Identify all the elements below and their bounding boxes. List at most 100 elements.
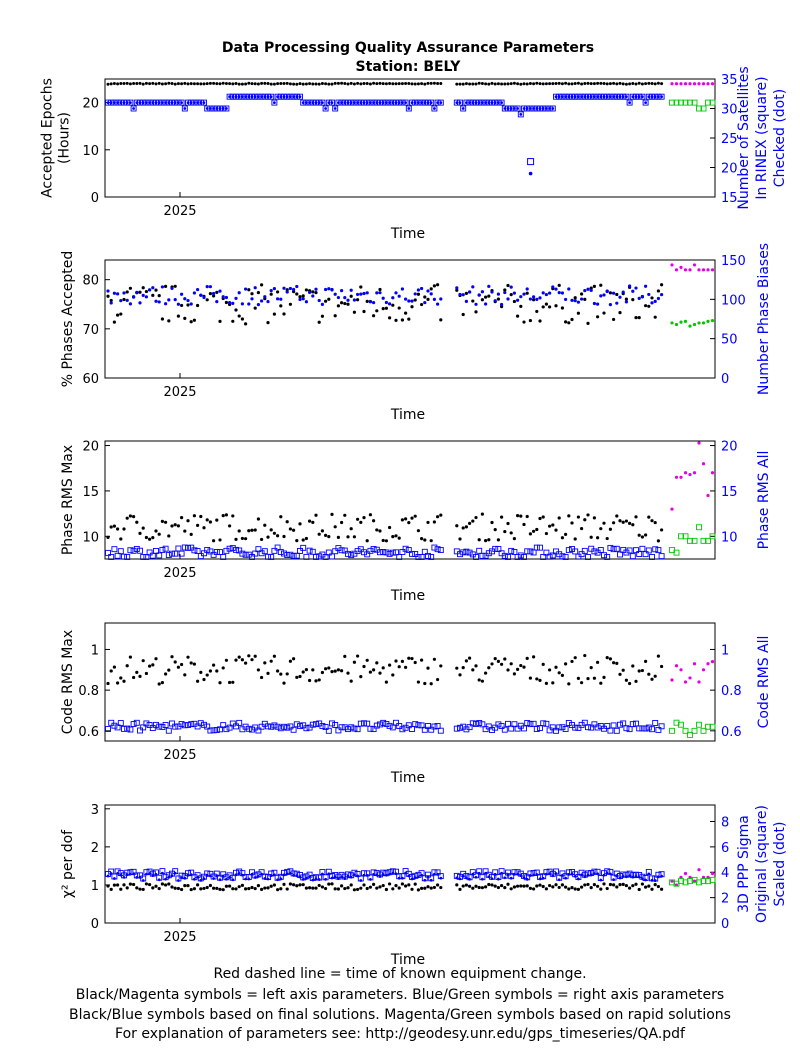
left-dot [381,666,385,670]
left-dot [336,81,340,85]
left-dot [528,676,533,680]
right-square [201,99,207,106]
right-square [457,724,463,731]
right-dot [202,877,206,881]
left-dot [295,675,299,679]
left-dot [183,884,187,888]
left-dot [535,527,539,532]
rapid-left-dot [683,471,688,475]
left-dot [500,662,504,666]
left-dot [413,882,417,886]
right-dot [609,872,612,876]
right-dot [128,302,132,306]
right-dot [481,877,484,881]
right-square [572,724,579,731]
right-dot [564,876,567,880]
right-square [453,725,460,732]
left-dot [615,661,619,666]
left-dot [528,81,532,85]
right-square [626,726,633,733]
left-dot [212,81,216,85]
left-dot [413,82,417,86]
left-dot [170,82,174,86]
right-dot [596,872,599,876]
right-square [133,719,140,726]
left-dot [516,82,520,86]
right-square [421,726,428,733]
left-dot [234,81,238,85]
left-dot [112,320,116,324]
left-dot [468,82,472,86]
right-dot [480,290,484,294]
right-dot [199,293,203,297]
left-dot [384,306,388,310]
left-dot [436,883,440,887]
rapid-left-dot [697,441,701,445]
left-dot [647,884,651,888]
right-dot [247,877,251,881]
left-dot [237,82,241,86]
left-dot [560,536,565,540]
right-dot [394,291,398,295]
right-square [405,722,412,729]
right-square [146,549,153,556]
left-dot [221,513,225,518]
left-dot [496,538,500,542]
left-dot [564,662,568,666]
left-dot [304,886,308,890]
right-square [556,724,563,731]
panel-frame [104,804,716,924]
left-dot [560,306,565,310]
left-dot [173,523,177,527]
right-square [188,721,195,728]
right-square [652,546,659,553]
left-dot [455,883,459,887]
right-dot [468,877,471,881]
left-dot [173,284,177,288]
right-square [313,721,319,728]
right-square [121,553,127,560]
rapid-right-square [700,878,707,885]
left-dot [650,296,654,300]
left-dot [653,883,657,887]
right-square [226,545,233,552]
left-dot [215,82,219,86]
left-dot [189,532,193,536]
right-dot [509,285,513,289]
left-dot [653,315,657,319]
right-dot [116,292,120,296]
right-dot [458,292,462,297]
left-dot [164,520,168,524]
rapid-left-dot [688,268,692,272]
right-dot [532,295,536,299]
left-dot [660,887,664,891]
left-dot [164,883,168,887]
right-dot [237,291,241,295]
left-dot [519,514,523,518]
rapid-left-dot [692,471,697,475]
left-dot [151,293,155,297]
left-dot [471,299,475,303]
left-dot [218,887,222,891]
left-dot [317,532,321,536]
left-dot [391,673,395,677]
left-dot [436,81,440,85]
left-dot [301,883,305,887]
left-dot [231,887,235,891]
left-dot [404,665,408,669]
rapid-left-dot [674,664,679,668]
left-dot [557,81,561,85]
left-dot [618,81,622,85]
right-dot [109,301,113,305]
right-dot [180,101,184,104]
left-dot [279,887,283,891]
left-dot [266,671,270,675]
left-dot [573,537,577,541]
left-dot [525,884,529,888]
left-dot [400,318,404,322]
left-dot [295,292,299,296]
left-dot [311,886,315,890]
left-dot [237,529,241,533]
left-dot [212,294,216,298]
right-dot [266,877,270,881]
